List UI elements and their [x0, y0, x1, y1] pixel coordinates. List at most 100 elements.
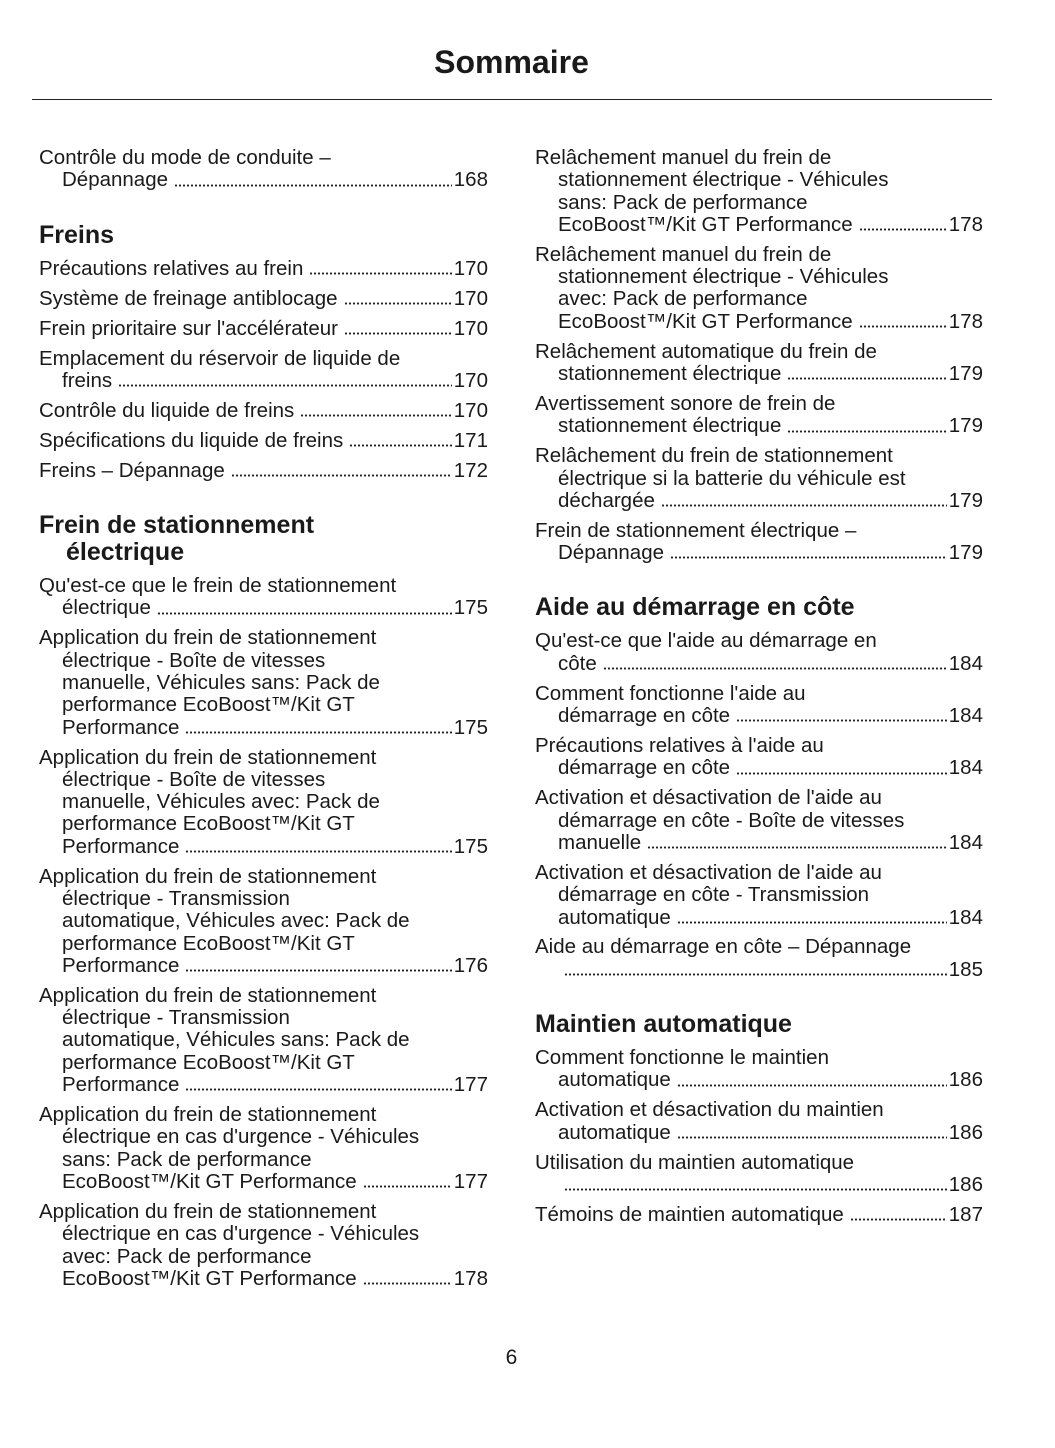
entry-line: Performance 175	[39, 836, 488, 858]
toc-entry: Frein de stationnement électrique – Dépan…	[535, 520, 983, 565]
dot-leader	[676, 920, 947, 924]
entry-line: Relâchement du frein de stationnement	[535, 445, 983, 467]
entry-line: EcoBoost™/Kit GT Performance 178	[535, 214, 983, 236]
section-heading: Frein de stationnement électrique	[39, 512, 488, 566]
toc-entry: Frein prioritaire sur l'accélérateur 170	[39, 318, 488, 340]
entry-line: Utilisation du maintien automatique	[535, 1152, 983, 1174]
entry-text: manuelle	[558, 831, 642, 854]
toc-entry: Application du frein de stationnement éle…	[39, 1104, 488, 1193]
page-ref: 186	[948, 1173, 983, 1196]
toc-entry: Freins – Dépannage 172	[39, 460, 488, 482]
dot-leader	[118, 384, 452, 388]
entry-text: Comment fonctionne le maintien	[535, 1047, 829, 1070]
entry-text: sans: Pack de performance	[558, 191, 808, 214]
page-ref: 168	[453, 169, 488, 192]
entry-text: Activation et désactivation de l'aide au	[535, 861, 882, 884]
entry-text: Relâchement manuel du frein de	[535, 243, 832, 266]
entry-text: Spécifications du liquide de freins	[39, 429, 344, 452]
dot-leader	[787, 377, 947, 381]
toc-section: Freins Précautions relatives au frein 170 S…	[39, 220, 488, 483]
entry-line: sans: Pack de performance	[535, 192, 983, 214]
entry-text: Frein de stationnement électrique –	[535, 519, 857, 542]
dot-leader	[647, 846, 947, 850]
entry-text: Relâchement automatique du frein de	[535, 340, 877, 363]
dot-leader	[300, 414, 452, 418]
toc-entry: Contrôle du liquide de freins 170	[39, 400, 488, 422]
toc-entry: Système de freinage antiblocage 170	[39, 288, 488, 310]
entry-line: électrique en cas d'urgence - Véhicules	[39, 1223, 488, 1245]
entry-text: performance EcoBoost™/Kit GT	[62, 694, 355, 717]
entry-line: Application du frein de stationnement	[39, 747, 488, 769]
entry-text: Emplacement du réservoir de liquide de	[39, 347, 401, 370]
section-heading: Aide au démarrage en côte	[535, 594, 983, 621]
entry-text: Activation et désactivation du maintien	[535, 1099, 884, 1122]
entry-text: stationnement électrique - Véhicules	[558, 169, 889, 192]
page-ref: 170	[453, 317, 488, 340]
page-ref: 175	[453, 597, 488, 620]
dot-leader	[676, 1135, 947, 1139]
entry-line: stationnement électrique - Véhicules	[535, 266, 983, 288]
dot-leader	[602, 667, 947, 671]
dot-leader	[849, 1218, 947, 1222]
entry-text: Témoins de maintien automatique	[535, 1203, 844, 1226]
entry-text: électrique - Boîte de vitesses	[62, 768, 326, 791]
entry-text: automatique	[558, 906, 671, 929]
entry-text: Application du frein de stationnement	[39, 1104, 377, 1127]
toc-section: Aide au démarrage en côte Qu'est-ce que l…	[535, 594, 983, 981]
entry-line: électrique - Boîte de vitesses	[39, 769, 488, 791]
page-ref: 187	[948, 1203, 983, 1226]
page-ref: 170	[453, 257, 488, 280]
dot-leader	[343, 301, 452, 305]
entry-line: EcoBoost™/Kit GT Performance 178	[39, 1268, 488, 1290]
entry-text: démarrage en côte - Boîte de vitesses	[558, 809, 905, 832]
title-rule	[32, 99, 992, 100]
page-ref: 185	[948, 958, 983, 981]
page-ref: 186	[948, 1069, 983, 1092]
page-ref: 179	[948, 415, 983, 438]
entry-line: Relâchement manuel du frein de	[535, 147, 983, 169]
entry-line: Activation et désactivation de l'aide au	[535, 862, 983, 884]
toc-section: Contrôle du mode de conduite – Dépannage 1…	[39, 147, 488, 192]
entry-text: Utilisation du maintien automatique	[535, 1151, 855, 1174]
entry-text: Précautions relatives à l'aide au	[535, 735, 824, 758]
entry-line: déchargée 179	[535, 490, 983, 512]
page-ref: 178	[948, 213, 983, 236]
toc-entry: Activation et désactivation du maintien a…	[535, 1099, 983, 1144]
entry-text: électrique	[62, 597, 151, 620]
entry-text: Activation et désactivation de l'aide au	[535, 787, 882, 810]
dot-leader	[185, 850, 452, 854]
entry-line: Relâchement automatique du frein de	[535, 341, 983, 363]
entry-text: démarrage en côte - Transmission	[558, 884, 870, 907]
entry-text: Application du frein de stationnement	[39, 984, 377, 1007]
entry-line: Qu'est-ce que l'aide au démarrage en	[535, 630, 983, 652]
dot-leader	[736, 771, 947, 775]
dot-leader	[344, 331, 452, 335]
toc-section: Relâchement manuel du frein de stationnem…	[535, 147, 983, 564]
entry-line: performance EcoBoost™/Kit GT	[39, 1052, 488, 1074]
entry-line: Application du frein de stationnement	[39, 1201, 488, 1223]
dot-leader	[174, 183, 452, 187]
entry-line: automatique, Véhicules sans: Pack de	[39, 1029, 488, 1051]
entry-text: Comment fonctionne l'aide au	[535, 682, 806, 705]
dot-leader	[349, 444, 452, 448]
dot-leader	[676, 1083, 947, 1087]
entry-line: freins 170	[39, 370, 488, 392]
entry-text: Freins – Dépannage	[39, 459, 225, 482]
entry-line: démarrage en côte - Boîte de vitesses	[535, 810, 983, 832]
entry-line: Aide au démarrage en côte – Dépannage	[535, 936, 983, 958]
heading-line: Freins	[39, 220, 115, 249]
entry-line: électrique - Transmission	[39, 1007, 488, 1029]
page-ref: 179	[948, 542, 983, 565]
entry-text: Frein prioritaire sur l'accélérateur	[39, 317, 338, 340]
entry-line: Freins – Dépannage 172	[39, 460, 488, 482]
page-ref: 175	[453, 716, 488, 739]
entry-text: électrique - Boîte de vitesses	[62, 649, 326, 672]
entry-line: Frein de stationnement électrique –	[535, 520, 983, 542]
entry-text: stationnement électrique	[558, 363, 782, 386]
entry-line: manuelle 184	[535, 832, 983, 854]
entry-line: démarrage en côte - Transmission	[535, 884, 983, 906]
toc-entry: Application du frein de stationnement éle…	[39, 985, 488, 1096]
page-ref: 177	[453, 1170, 488, 1193]
page-ref: 176	[453, 954, 488, 977]
page-ref: 171	[453, 429, 488, 452]
